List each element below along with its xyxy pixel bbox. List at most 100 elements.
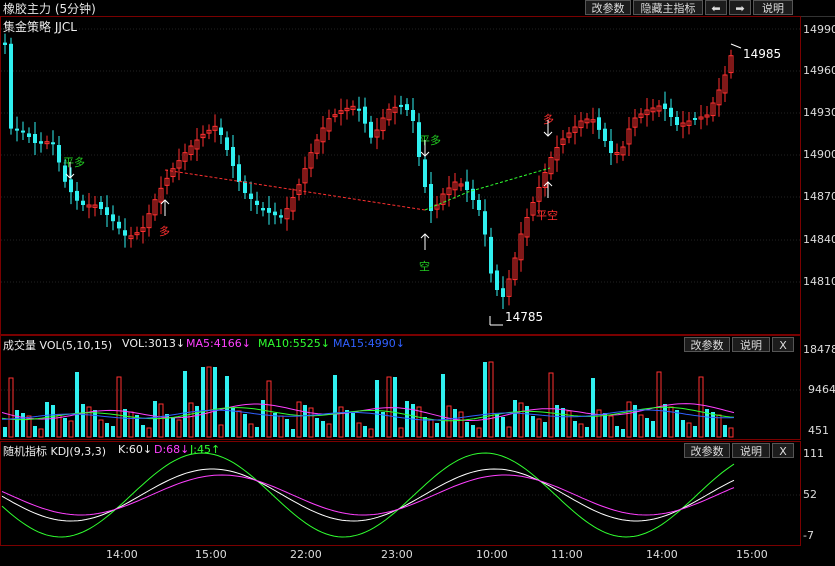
volume-bar (711, 412, 715, 437)
volume-bar (398, 427, 404, 438)
candle-body (644, 109, 650, 116)
kdj-tick: -7 (803, 529, 814, 542)
candle-body (704, 114, 710, 118)
candle-body (57, 145, 61, 163)
candle-body (524, 217, 530, 238)
volume-bar (188, 402, 194, 438)
signal-label: 平多 (419, 134, 441, 147)
volume-bar (693, 426, 697, 437)
volume-ma10-line (1, 406, 735, 422)
volume-bar (495, 414, 499, 437)
kdj-d: D:68↓ (154, 443, 190, 456)
volume-bar (441, 374, 445, 437)
candle-body (99, 202, 103, 209)
volume-bar (476, 427, 482, 438)
arrow-left-icon[interactable]: ⬅ (705, 0, 727, 15)
volume-bar (38, 428, 44, 438)
candle-body (39, 141, 43, 144)
volume-bar (8, 377, 14, 438)
volume-pane-header: 成交量 VOL(5,10,15) VOL:3013↓ MA5:4166↓ MA1… (0, 335, 800, 353)
volume-bar (183, 371, 187, 437)
candle-body (164, 177, 170, 186)
volume-bar (33, 426, 37, 437)
candle-body (638, 113, 644, 118)
candle-body (105, 207, 109, 215)
volume-tick: 9464 (808, 383, 835, 396)
volume-bar (453, 409, 457, 437)
candle-body (44, 141, 50, 145)
volume-bar (531, 416, 535, 437)
candle-body (314, 139, 320, 154)
candle-body (656, 105, 662, 112)
candle-body (279, 215, 283, 218)
candle-body (560, 138, 566, 145)
candle-body (261, 208, 265, 211)
candle-body (722, 74, 728, 94)
volume-bar (543, 422, 547, 437)
volume-bar (51, 405, 55, 437)
candle-body (212, 125, 218, 131)
volume-bar (213, 367, 217, 437)
title-bar: 橡胶主力 (5分钟) 改参数 隐藏主指标 ⬅ ➡ 说明 (0, 0, 835, 17)
candle-body (483, 211, 487, 235)
candle-body (51, 142, 55, 145)
volume-bar (675, 410, 679, 437)
candle-body (237, 164, 241, 182)
volume-bar (345, 410, 349, 437)
candle-body (566, 132, 572, 138)
volume-bar (146, 427, 152, 438)
volume-bar (321, 421, 325, 437)
candle-body (477, 200, 481, 210)
hide-main-indicator-button[interactable]: 隐藏主指标 (633, 0, 703, 15)
candle-body (632, 117, 638, 128)
candle-body (86, 204, 92, 208)
volume-bar (536, 418, 542, 438)
trend-line-red (164, 169, 426, 211)
kdj-tick: 52 (803, 488, 817, 501)
kdj-help-button[interactable]: 说明 (732, 443, 770, 458)
volume-bar (165, 414, 169, 437)
volume-bar (561, 408, 565, 437)
volume-bar (668, 406, 674, 438)
volume-bar (81, 404, 85, 437)
volume-bar (428, 419, 434, 438)
candle-body (572, 126, 578, 133)
candle-body (357, 108, 361, 111)
volume-bar (591, 378, 595, 437)
volume-tick: 451 (808, 424, 829, 437)
kdj-change-params-button[interactable]: 改参数 (684, 443, 730, 458)
time-tick: 23:00 (381, 548, 413, 561)
volume-help-button[interactable]: 说明 (732, 337, 770, 352)
candle-body (146, 213, 152, 229)
volume-bar (86, 406, 92, 438)
volume-bar (141, 425, 145, 437)
candle-body (512, 257, 518, 281)
volume-bar (363, 426, 367, 437)
volume-bar (351, 413, 355, 437)
signal-label: 平多 (63, 156, 85, 169)
candle-body (548, 157, 554, 175)
volume-bar (225, 376, 229, 437)
candle-body (495, 270, 499, 290)
volume-bar (206, 366, 212, 438)
help-button[interactable]: 说明 (753, 0, 793, 15)
candle-body (506, 278, 512, 297)
candle-body (243, 181, 247, 193)
candle-body (158, 187, 164, 203)
candle-body (374, 129, 380, 138)
candle-body (225, 137, 229, 150)
volume-bar (686, 422, 692, 438)
volume-change-params-button[interactable]: 改参数 (684, 337, 730, 352)
change-params-button[interactable]: 改参数 (585, 0, 631, 15)
arrow-right-icon[interactable]: ➡ (729, 0, 751, 15)
volume-bar (291, 429, 295, 437)
volume-bar (716, 414, 722, 438)
volume-bar (518, 402, 524, 438)
volume-close-icon[interactable]: X (772, 337, 794, 352)
kdj-close-icon[interactable]: X (772, 443, 794, 458)
trend-line-green (424, 167, 551, 211)
candle-body (369, 121, 373, 138)
candle-body (182, 152, 188, 162)
volume-bar (56, 414, 62, 438)
candle-body (609, 141, 613, 153)
